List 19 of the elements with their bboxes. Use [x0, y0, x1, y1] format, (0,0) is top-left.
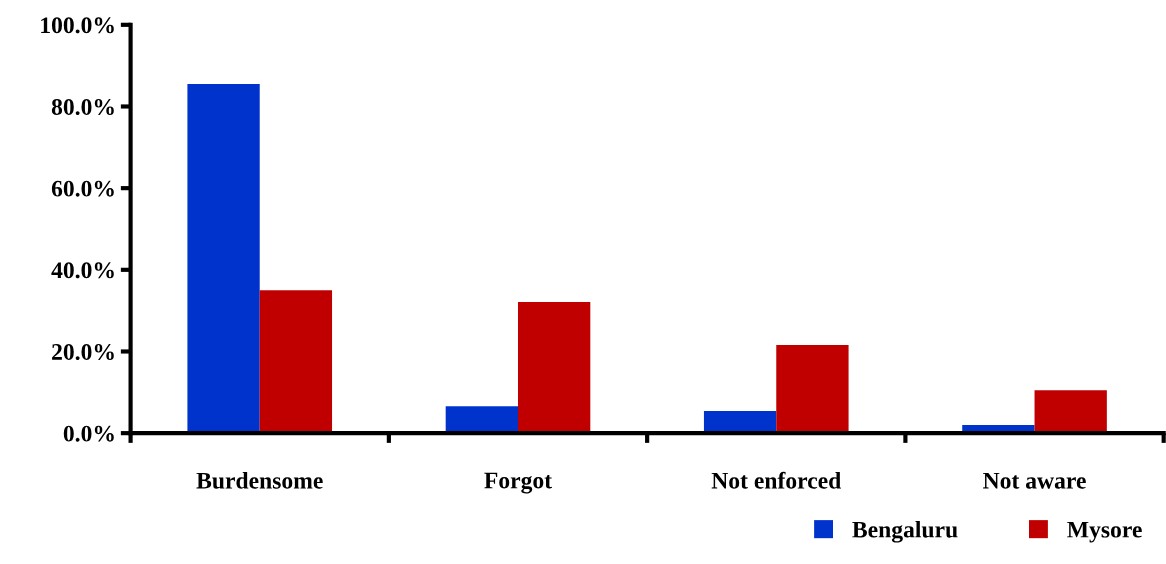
bar — [776, 344, 849, 434]
legend-label: Bengaluru — [852, 520, 958, 543]
y-tick-label: 0.0% — [63, 425, 114, 442]
y-tick-label: 80.0% — [51, 98, 114, 116]
x-tick-label: Forgot — [484, 472, 552, 494]
y-tick-label: 20.0% — [52, 343, 114, 361]
x-tick-label: Not aware — [983, 472, 1086, 489]
bar — [703, 411, 777, 434]
y-tick-label: 100.0% — [41, 17, 114, 34]
bar — [259, 290, 333, 434]
x-tick-label: Not enforced — [711, 471, 842, 489]
bar — [518, 302, 591, 434]
y-tick-label: 60.0% — [51, 180, 114, 197]
bar — [1034, 390, 1107, 434]
y-tick-label: 40.0% — [51, 262, 114, 279]
x-tick-label: Burdensome — [196, 472, 323, 489]
bar — [445, 406, 518, 434]
bar — [187, 84, 260, 434]
legend-label: Mysore — [1067, 521, 1142, 543]
